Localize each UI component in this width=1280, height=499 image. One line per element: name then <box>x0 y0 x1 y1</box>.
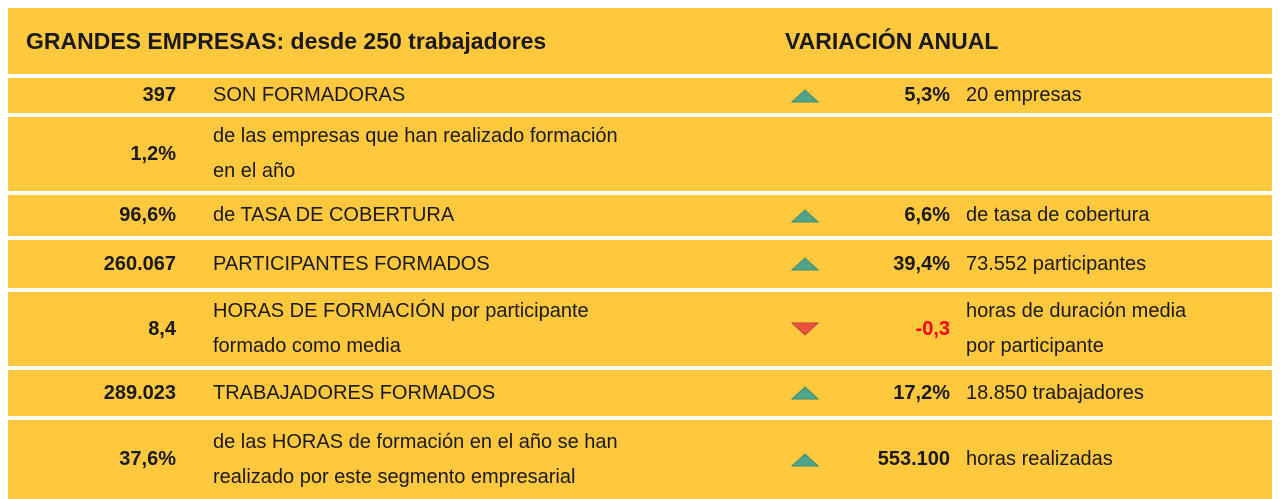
trend-up-icon <box>790 208 820 222</box>
note-line: 20 empresas <box>966 84 1082 106</box>
row: 289.023 TRABAJADORES FORMADOS 17,2% 18.850 … <box>8 370 1272 416</box>
row: 96,6% de TASA DE COBERTURA 6,6% de tasa de … <box>8 195 1272 236</box>
row: 37,6% de las HORAS de formación en el año… <box>8 420 1272 499</box>
label-line: de TASA DE COBERTURA <box>213 204 455 226</box>
row-label: SON FORMADORAS <box>213 78 405 113</box>
triangle <box>790 322 820 336</box>
header-band: GRANDES EMPRESAS: desde 250 trabajadores… <box>8 8 1272 74</box>
note-line: 73.552 participantes <box>966 252 1147 275</box>
label-line: de las HORAS de formación en el año se h… <box>213 430 618 453</box>
triangle <box>790 88 820 102</box>
trend-up-icon <box>790 88 820 102</box>
row-change-note: 18.850 trabajadores <box>966 370 1144 416</box>
row-value: 260.067 <box>103 252 176 275</box>
trend-up-icon <box>790 386 820 400</box>
row-change: 553.100 <box>877 448 950 470</box>
triangle <box>790 208 820 222</box>
note-line: por participante <box>966 335 1104 357</box>
note-line: 18.850 trabajadores <box>966 381 1144 404</box>
row-change: 39,4% <box>893 252 950 275</box>
row-value: 289.023 <box>103 381 176 404</box>
row: 1,2% de las empresas que han realizado fo… <box>8 117 1272 191</box>
row-label: de TASA DE COBERTURA <box>213 195 454 236</box>
row-value: 397 <box>142 84 176 106</box>
row-label: PARTICIPANTES FORMADOS <box>213 240 490 288</box>
row-change: 5,3% <box>904 84 950 106</box>
header-title: GRANDES EMPRESAS: desde 250 trabajadores <box>26 27 547 54</box>
row-change-note: de tasa de cobertura <box>966 195 1149 236</box>
label-line: formado como media <box>213 335 401 357</box>
row-change: 17,2% <box>893 381 950 404</box>
row-change-note: 73.552 participantes <box>966 240 1146 288</box>
row-value: 37,6% <box>119 448 176 470</box>
label-line: SON FORMADORAS <box>213 84 406 106</box>
label-line: en el año <box>213 160 296 182</box>
note-line: horas realizadas <box>966 448 1113 470</box>
triangle <box>790 386 820 400</box>
row: 397 SON FORMADORAS 5,3% 20 empresas <box>8 78 1272 113</box>
row-change-note: horas de duración media por participante <box>966 292 1186 366</box>
row-change: 6,6% <box>904 204 950 226</box>
row-value: 96,6% <box>119 204 176 226</box>
row-label: de las HORAS de formación en el año se h… <box>213 420 618 499</box>
row-change-note: horas realizadas <box>966 420 1113 499</box>
row-change-note: 20 empresas <box>966 78 1082 113</box>
row: 8,4 HORAS DE FORMACIÓN por participante fo… <box>8 292 1272 366</box>
note-line: horas de duración media <box>966 300 1187 322</box>
triangle <box>790 257 820 271</box>
header-variation-title: VARIACIÓN ANUAL <box>785 27 999 54</box>
row-label: de las empresas que han realizado formac… <box>213 117 618 191</box>
row-value: 8,4 <box>148 317 176 340</box>
label-line: PARTICIPANTES FORMADOS <box>213 252 490 275</box>
label-line: HORAS DE FORMACIÓN por participante <box>213 300 589 322</box>
trend-down-icon <box>790 322 820 336</box>
trend-up-icon <box>790 257 820 271</box>
row: 260.067 PARTICIPANTES FORMADOS 39,4% 73.552… <box>8 240 1272 288</box>
row-label: TRABAJADORES FORMADOS <box>213 370 495 416</box>
label-line: de las empresas que han realizado formac… <box>213 125 618 147</box>
label-line: realizado por este segmento empresarial <box>213 465 576 488</box>
trend-up-icon <box>790 452 820 466</box>
row-value: 1,2% <box>130 142 176 165</box>
note-line: de tasa de cobertura <box>966 204 1150 226</box>
row-label: HORAS DE FORMACIÓN por participante forma… <box>213 292 589 366</box>
triangle <box>790 452 820 466</box>
row-change: -0,3 <box>915 317 950 340</box>
label-line: TRABAJADORES FORMADOS <box>213 381 496 404</box>
